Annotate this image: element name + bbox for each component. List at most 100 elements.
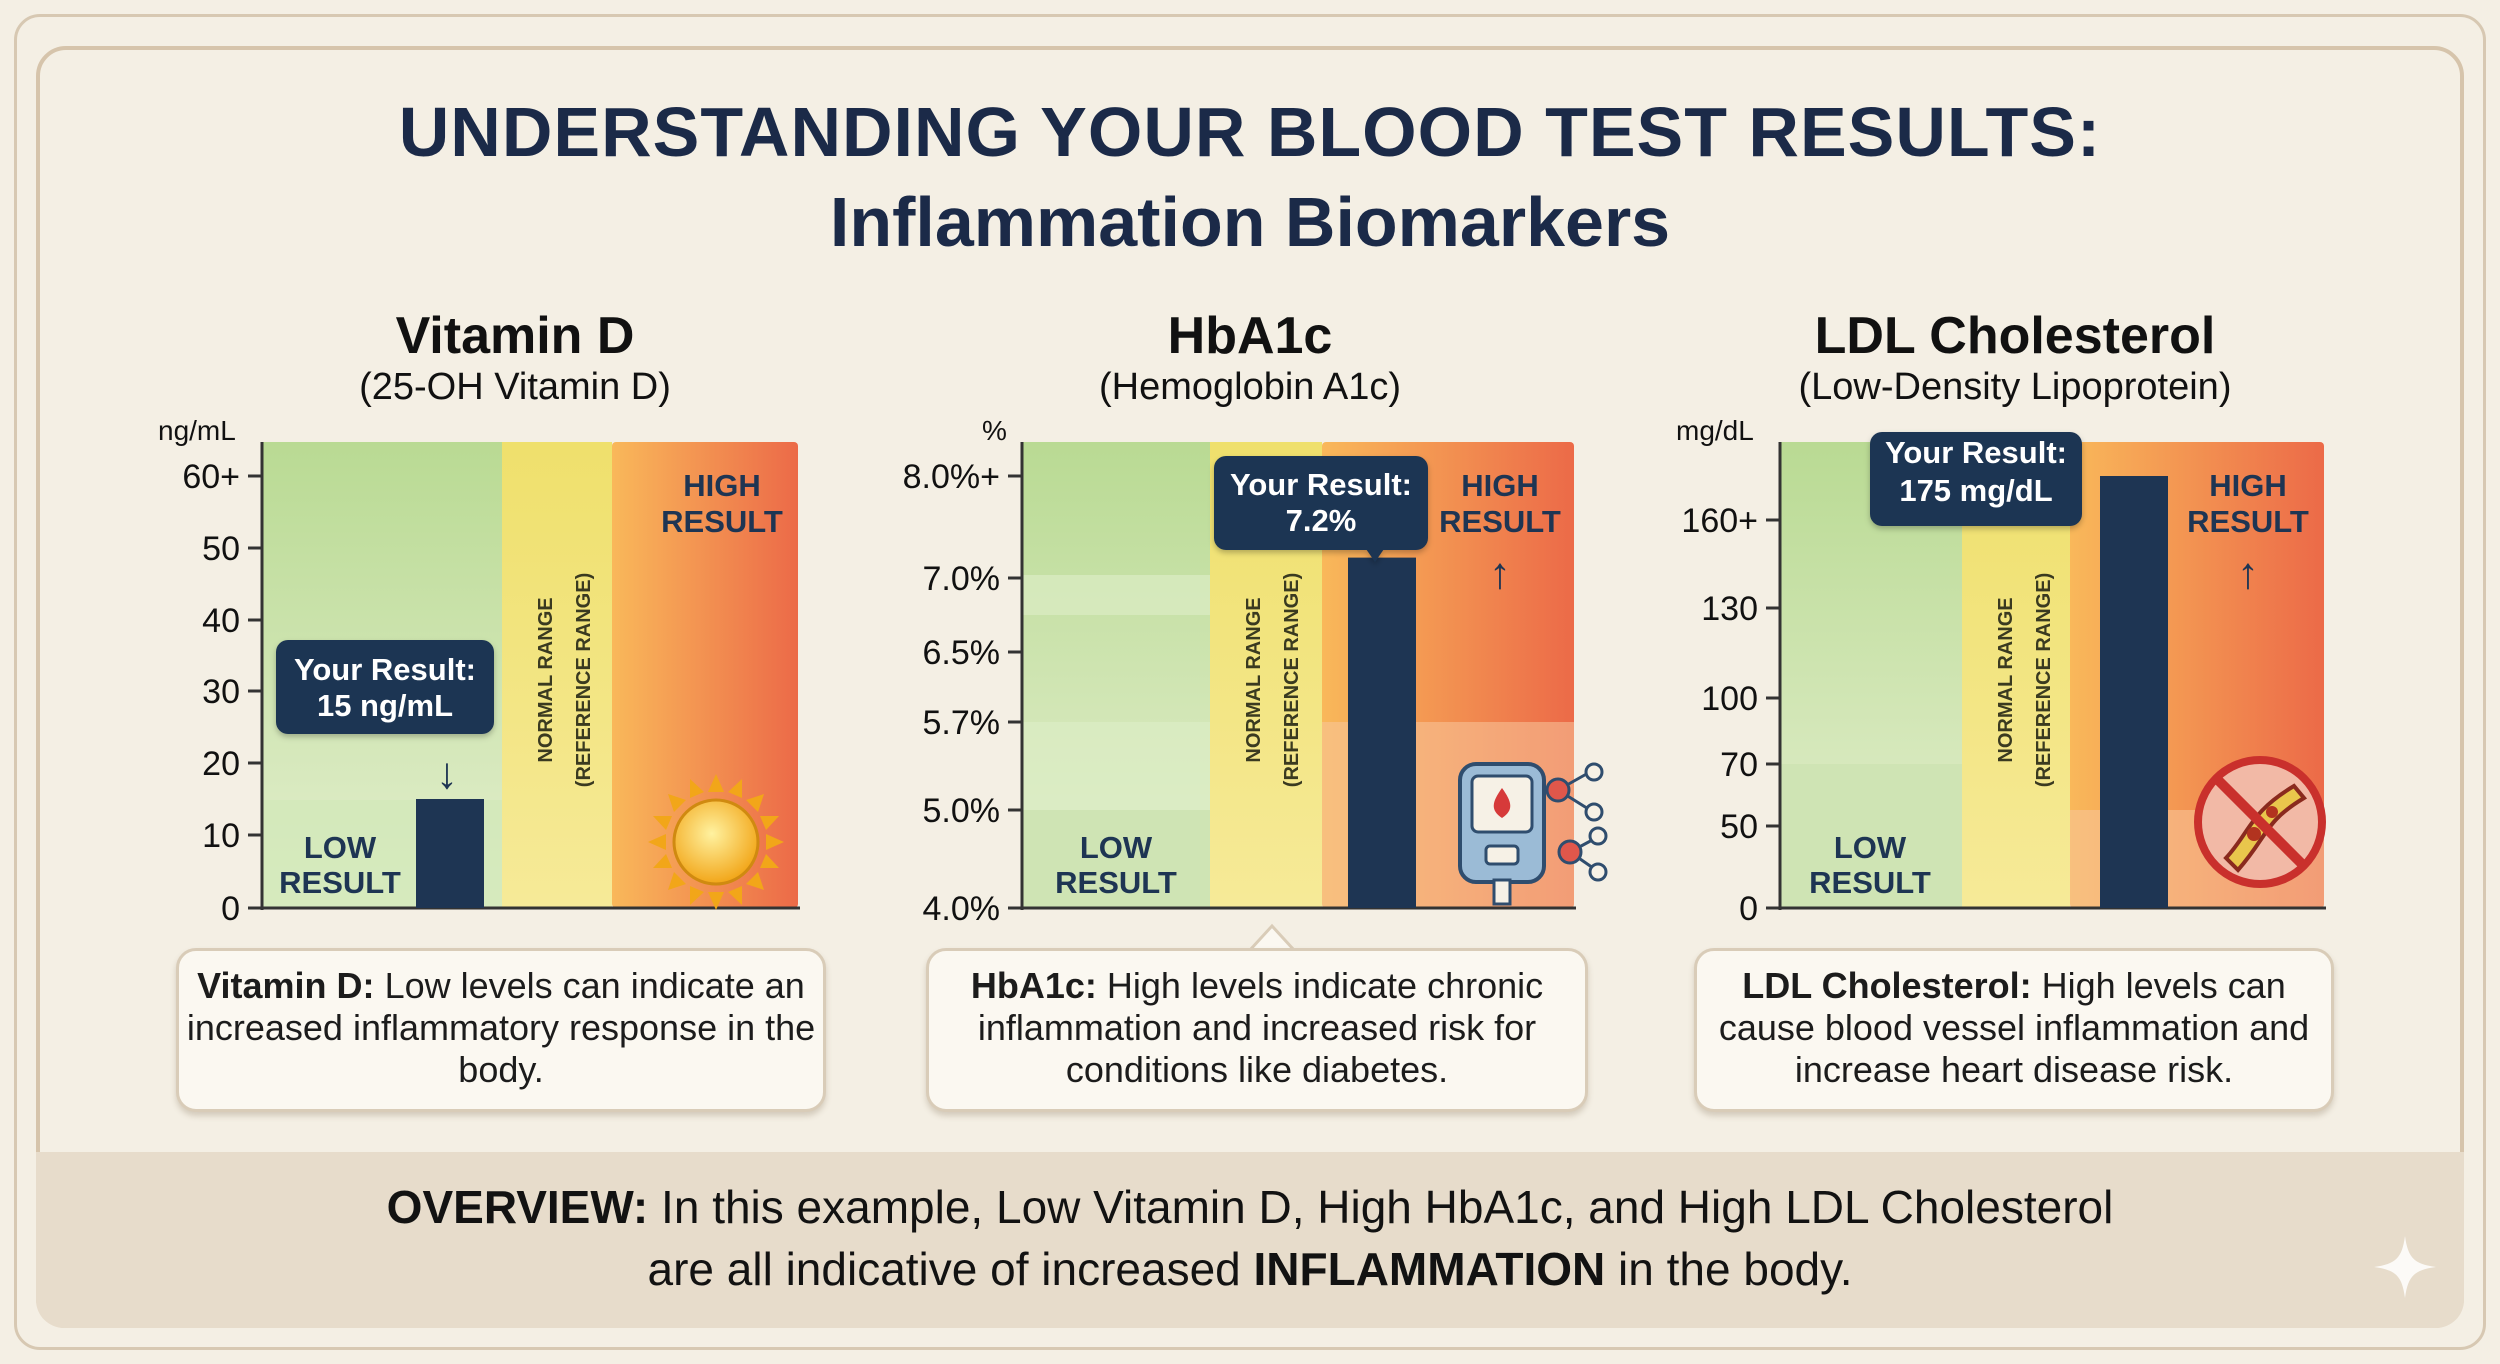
sparkle-icon (2374, 1236, 2436, 1298)
y-tick-label: 0 (1739, 890, 1758, 928)
zone-high (612, 442, 798, 908)
y-tick-label: 50 (202, 530, 240, 568)
y-tick-label: 10 (202, 817, 240, 855)
low-result-label-2: RESULT (279, 865, 401, 900)
reference-range-label: (REFERENCE RANGE) (1281, 573, 1303, 787)
y-tick-label: 50 (1720, 808, 1758, 846)
panel-title-ldl: LDL Cholesterol (1814, 307, 2216, 365)
result-callout-line2: 7.2% (1286, 503, 1357, 538)
zone-low-result (1022, 810, 1210, 908)
caption-bold: Vitamin D: (197, 965, 375, 1006)
footer-line-2-end: in the body. (1618, 1243, 1853, 1295)
glucose-meter-icon (1458, 762, 1608, 906)
caption-bold: HbA1c: (970, 965, 1097, 1006)
caption-vitamin-d: Vitamin D: Low levels can indicate an in… (176, 948, 826, 1112)
normal-range-label: NORMAL RANGE (535, 597, 557, 762)
result-callout-line2: 15 ng/mL (317, 688, 453, 723)
caption-text: High levels can cause blood vessel infla… (1718, 965, 2310, 1090)
low-result-label-1: LOW (304, 830, 377, 865)
y-tick-label: 60+ (182, 458, 240, 496)
low-result-label-1: LOW (1080, 830, 1153, 865)
y-tick-label: 20 (202, 745, 240, 783)
up-arrow-icon: ↑ (2237, 549, 2259, 598)
zone-band (1022, 575, 1210, 615)
low-result-label-2: RESULT (1809, 865, 1931, 900)
down-arrow-icon: ↓ (436, 749, 458, 798)
footer-line-1-text: In this example, Low Vitamin D, High HbA… (661, 1181, 2114, 1233)
normal-range-label: NORMAL RANGE (1995, 597, 2017, 762)
y-ticks: 0 10 20 30 40 50 60+ (182, 458, 262, 928)
y-tick-label: 6.5% (923, 634, 1001, 672)
footer-band (36, 1152, 2464, 1328)
high-result-label-1: HIGH (1461, 468, 1539, 503)
footer-line-1: OVERVIEW: In this example, Low Vitamin D… (0, 1176, 2500, 1238)
result-bar (416, 799, 484, 908)
high-result-label-2: RESULT (2187, 504, 2309, 539)
y-axis-unit: % (982, 415, 1007, 446)
chart-vitamin-d: ng/mL 0 10 20 30 40 50 60+ ↓ Your Result: 15 n… (158, 415, 800, 928)
caption-ldl: LDL Cholesterol: High levels can cause b… (1694, 948, 2334, 1112)
panel-title-hba1c: HbA1c (1167, 307, 1333, 365)
sun-icon (648, 774, 784, 910)
normal-range-label: NORMAL RANGE (1243, 597, 1265, 762)
result-callout-line1: Your Result: (294, 652, 476, 687)
result-bar (1348, 557, 1416, 908)
blocked-artery-icon (2194, 756, 2326, 888)
chart-hba1c: % 4.0% 5.0% 5.7% 6.5% 7.0% 8.0%+ Your Result:… (903, 415, 1608, 928)
outer-frame (14, 14, 2486, 1350)
footer-overview-label: OVERVIEW: (386, 1181, 649, 1233)
y-tick-label: 100 (1701, 680, 1758, 718)
low-result-label-1: LOW (1834, 830, 1907, 865)
y-axis-unit: mg/dL (1676, 415, 1754, 446)
result-callout (276, 640, 494, 734)
zone-normal (502, 442, 612, 908)
chart-ldl: mg/dL 0 50 70 100 130 160+ Your Result: 175 m… (1676, 415, 2326, 928)
high-result-label-1: HIGH (683, 468, 761, 503)
caption-text: Low levels can indicate an increased inf… (186, 965, 816, 1090)
caption-hba1c: HbA1c: High levels indicate chronic infl… (926, 948, 1588, 1112)
high-result-label-2: RESULT (1439, 504, 1561, 539)
low-result-label-2: RESULT (1055, 865, 1177, 900)
zone-band (1022, 722, 1210, 810)
reference-range-label: (REFERENCE RANGE) (573, 573, 595, 787)
y-tick-label: 130 (1701, 590, 1758, 628)
footer-inflammation: INFLAMMATION (1253, 1243, 1606, 1295)
result-callout-line1: Your Result: (1885, 435, 2067, 470)
y-tick-label: 160+ (1681, 502, 1758, 540)
y-tick-label: 70 (1720, 746, 1758, 784)
y-ticks: 4.0% 5.0% 5.7% 6.5% 7.0% 8.0%+ (903, 458, 1022, 928)
up-arrow-icon: ↑ (1489, 549, 1511, 598)
panel-subtitle-vitamin-d: (25-OH Vitamin D) (359, 366, 671, 408)
panel-title-vitamin-d: Vitamin D (395, 307, 635, 365)
y-tick-label: 7.0% (923, 560, 1001, 598)
result-callout (1214, 456, 1428, 550)
caption-bold: LDL Cholesterol: (1742, 965, 2032, 1006)
y-tick-label: 4.0% (923, 890, 1001, 928)
y-tick-label: 30 (202, 673, 240, 711)
result-callout-line1: Your Result: (1230, 467, 1412, 502)
panel-subtitle-hba1c: (Hemoglobin A1c) (1098, 366, 1402, 408)
caption-text: High levels indicate chronic inflammatio… (977, 965, 1544, 1090)
result-callout (1870, 432, 2082, 526)
main-subtitle: Inflammation Biomarkers (829, 183, 1671, 261)
y-axis-unit: ng/mL (158, 415, 236, 446)
y-tick-label: 0 (221, 890, 240, 928)
footer-line-2-start: are all indicative of increased (647, 1243, 1241, 1295)
high-result-label-2: RESULT (661, 504, 783, 539)
high-result-label-1: HIGH (2209, 468, 2287, 503)
reference-range-label: (REFERENCE RANGE) (2033, 573, 2055, 787)
zone-low-result (1780, 764, 1962, 908)
footer-line-2: are all indicative of increased INFLAMMA… (0, 1238, 2500, 1300)
panel-subtitle-ldl: (Low-Density Lipoprotein) (1798, 366, 2232, 408)
y-tick-label: 8.0%+ (903, 458, 1000, 496)
y-tick-label: 40 (202, 602, 240, 640)
y-tick-label: 5.7% (923, 704, 1001, 742)
y-ticks: 0 50 70 100 130 160+ (1681, 502, 1780, 928)
result-callout-line2: 175 mg/dL (1899, 473, 2052, 508)
y-tick-label: 5.0% (923, 792, 1001, 830)
main-title: UNDERSTANDING YOUR BLOOD TEST RESULTS: (398, 93, 2102, 171)
result-bar (2100, 476, 2168, 908)
